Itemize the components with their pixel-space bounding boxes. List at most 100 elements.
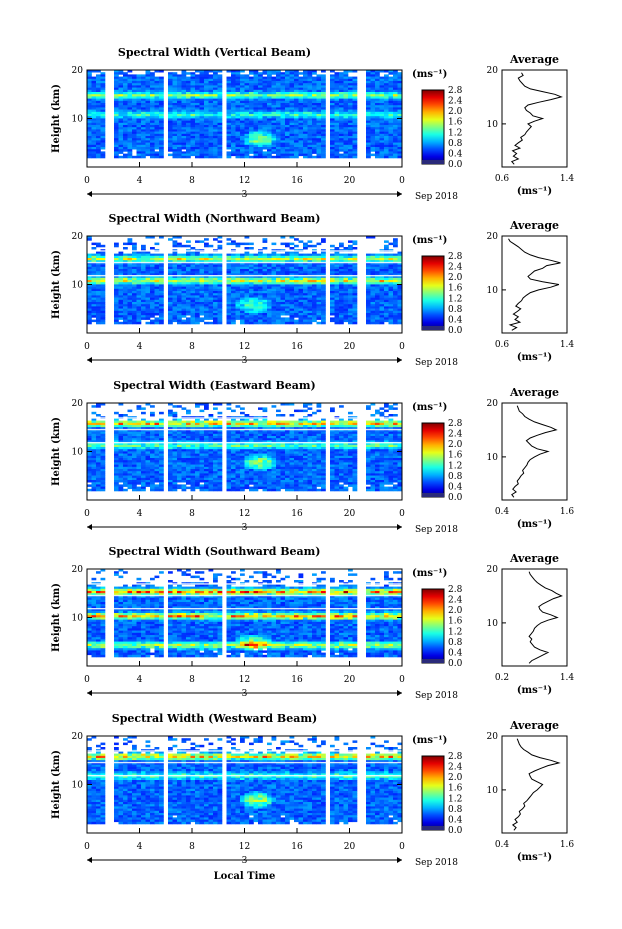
date-label: 3 [242, 689, 248, 699]
y-tick-label: 20 [72, 232, 84, 242]
date-month: Sep 2018 [415, 192, 458, 202]
colorbar-tick: 0.4 [448, 315, 463, 325]
avg-x-tick-label: 0.4 [495, 840, 510, 850]
y-axis-label: Height (km) [51, 417, 62, 486]
colorbar-min-block [422, 160, 444, 164]
average-profile: Average 10 20 0.6 1.4 (ms⁻¹) [487, 219, 575, 363]
colorbar-tick: 2.0 [448, 440, 463, 450]
panel-title: Spectral Width (Vertical Beam) [118, 46, 311, 59]
colorbar-tick: 0.0 [448, 326, 463, 336]
colorbar-tick: 2.0 [448, 273, 463, 283]
colorbar-tick: 1.6 [448, 617, 463, 627]
avg-frame [501, 568, 568, 667]
y-tick-label: 10 [72, 448, 84, 458]
avg-x-tick-label: 0.6 [495, 340, 510, 350]
avg-x-label: (ms⁻¹) [517, 519, 552, 530]
average-profile: Average 10 20 0.4 1.6 (ms⁻¹) [487, 386, 575, 530]
y-tick-label: 10 [72, 614, 84, 624]
x-tick-label: 0 [399, 842, 405, 852]
colorbar-tick: 2.8 [448, 585, 463, 595]
x-tick-label: 0 [399, 675, 405, 685]
avg-frame [501, 235, 568, 334]
date-arrow-left [87, 191, 92, 197]
avg-frame [501, 402, 568, 501]
avg-title: Average [509, 53, 559, 66]
avg-y-tick-label: 20 [487, 66, 499, 76]
avg-line [508, 238, 561, 331]
avg-line [510, 72, 563, 165]
date-label: 3 [242, 856, 248, 866]
average-profile: Average 10 20 0.6 1.4 (ms⁻¹) [487, 53, 575, 197]
avg-x-label: (ms⁻¹) [517, 852, 552, 863]
x-tick-label: 8 [189, 509, 195, 519]
colorbar-tick: 0.8 [448, 472, 463, 482]
colorbar-unit: (ms⁻¹) [412, 69, 447, 80]
x-tick-label: 12 [239, 509, 250, 519]
x-tick-label: 4 [137, 842, 143, 852]
colorbar-unit: (ms⁻¹) [412, 735, 447, 746]
avg-x-label: (ms⁻¹) [517, 186, 552, 197]
x-tick-label: 16 [291, 176, 303, 186]
colorbar-unit: (ms⁻¹) [412, 402, 447, 413]
avg-frame [501, 69, 568, 168]
avg-y-tick-label: 10 [487, 120, 499, 130]
x-tick-label: 20 [344, 176, 356, 186]
colorbar [421, 255, 445, 331]
date-arrow-left [87, 357, 92, 363]
panel-1: Spectral Width (Vertical Beam) 10 20 Height… [51, 46, 574, 202]
x-tick-label: 16 [291, 675, 303, 685]
colorbar-tick: 1.2 [448, 794, 462, 804]
x-tick-label: 0 [84, 675, 90, 685]
avg-y-tick-label: 20 [487, 232, 499, 242]
date-arrow-right [397, 857, 402, 863]
y-axis-label: Height (km) [51, 583, 62, 652]
y-tick-label: 10 [72, 115, 84, 125]
avg-x-label: (ms⁻¹) [517, 352, 552, 363]
colorbar-tick: 2.8 [448, 86, 463, 96]
panel-3: Spectral Width (Eastward Beam) 10 20 Height… [51, 379, 574, 535]
date-month: Sep 2018 [415, 358, 458, 368]
heatmap-cells [87, 569, 403, 658]
avg-line [528, 571, 563, 664]
colorbar-tick: 1.6 [448, 451, 463, 461]
colorbar-tick: 2.8 [448, 752, 463, 762]
panel-title: Spectral Width (Eastward Beam) [113, 379, 315, 392]
avg-y-tick-label: 10 [487, 786, 499, 796]
avg-x-tick-label: 1.4 [560, 340, 575, 350]
y-axis-label: Height (km) [51, 750, 62, 819]
avg-y-tick-label: 10 [487, 619, 499, 629]
colorbar-min-block [422, 659, 444, 663]
x-tick-label: 0 [399, 342, 405, 352]
colorbar-tick: 2.4 [448, 97, 463, 107]
date-label: 3 [242, 190, 248, 200]
colorbar-unit: (ms⁻¹) [412, 568, 447, 579]
colorbar-tick: 1.2 [448, 461, 462, 471]
panel-5: Spectral Width (Westward Beam) 10 20 Height… [51, 712, 574, 868]
avg-y-tick-label: 20 [487, 565, 499, 575]
avg-x-tick-label: 1.4 [560, 174, 575, 184]
colorbar-tick: 0.0 [448, 659, 463, 669]
colorbar-min-block [422, 826, 444, 830]
y-axis-label: Height (km) [51, 84, 62, 153]
y-tick-label: 20 [72, 732, 84, 742]
colorbar-tick: 1.6 [448, 284, 463, 294]
heatmap-cells [87, 403, 403, 492]
colorbar-tick: 2.4 [448, 263, 463, 273]
date-arrow-left [87, 524, 92, 530]
colorbar-tick: 0.4 [448, 648, 463, 658]
x-tick-label: 16 [291, 342, 303, 352]
colorbar-tick: 2.0 [448, 773, 463, 783]
y-tick-label: 20 [72, 399, 84, 409]
colorbar-unit: (ms⁻¹) [412, 235, 447, 246]
colorbar-tick: 1.2 [448, 294, 462, 304]
colorbar-tick: 2.8 [448, 419, 463, 429]
date-month: Sep 2018 [415, 858, 458, 868]
date-arrow-right [397, 690, 402, 696]
colorbar-tick: 0.4 [448, 149, 463, 159]
colorbar-tick: 0.8 [448, 139, 463, 149]
colorbar-tick: 0.8 [448, 638, 463, 648]
x-tick-label: 0 [399, 509, 405, 519]
avg-line [511, 738, 561, 831]
x-tick-label: 0 [399, 176, 405, 186]
avg-y-tick-label: 20 [487, 732, 499, 742]
